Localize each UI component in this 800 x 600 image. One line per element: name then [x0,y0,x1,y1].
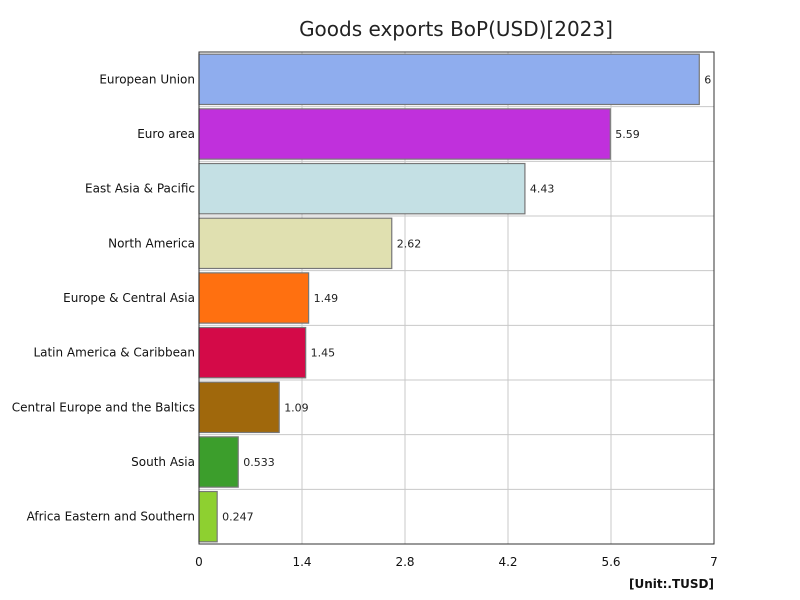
bar [198,53,700,106]
unit-label: [Unit:.TUSD] [629,577,714,591]
x-tick-label: 1.4 [292,555,311,569]
bar [198,326,307,379]
bar-value-label: 0.533 [243,456,274,469]
category-label: North America [108,236,195,250]
bar-value-label: 1.49 [314,292,339,305]
bar-value-label: 4.43 [530,183,555,196]
bar [198,436,239,488]
bar [198,217,393,270]
x-tick-label: 0 [195,555,203,569]
category-label: Latin America & Caribbean [33,346,195,360]
x-tick-label: 5.6 [601,555,620,569]
category-label: Africa Eastern and Southern [27,510,195,524]
category-label: Europe & Central Asia [63,291,195,305]
bar-value-label: 0.247 [222,511,254,524]
bar-value-label: 2.62 [397,237,422,250]
bar-value-label: 5.59 [615,128,640,141]
chart-title: Goods exports BoP(USD)[2023] [299,17,613,41]
category-label: Euro area [137,127,195,141]
bar-value-label: 1.45 [311,347,336,360]
category-labels: European Union Euro area East Asia & Pacif… [12,72,195,523]
x-tick-label: 4.2 [498,555,517,569]
category-label: European Union [99,72,195,86]
x-axis-ticks: 0 1.4 2.8 4.2 5.6 7 [195,555,718,569]
bar [198,490,218,543]
category-label: South Asia [131,455,195,469]
bar-value-label: 6 [704,73,711,86]
category-label: East Asia & Pacific [85,182,195,196]
category-label: Central Europe and the Baltics [12,400,195,414]
bar [198,272,310,324]
x-tick-label: 7 [710,555,718,569]
x-tick-label: 2.8 [395,555,414,569]
bar [198,162,526,215]
plot-frame [198,51,715,545]
bars: 6 5.59 4.43 2.62 1.49 1.45 1.09 0.533 0.247 [198,53,711,543]
bar-value-label: 1.09 [284,401,309,414]
bar [198,108,611,160]
bar [198,381,280,434]
